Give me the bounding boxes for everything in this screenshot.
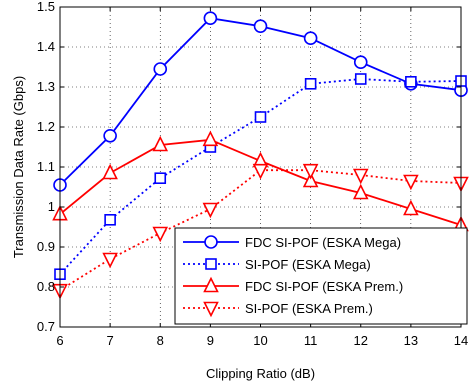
legend-label: SI-POF (ESKA Mega) [245, 257, 371, 272]
legend-label: FDC SI-POF (ESKA Prem.) [245, 279, 403, 294]
legend-marker [205, 258, 217, 270]
y-tick-label: 1.4 [37, 39, 55, 54]
series-1 [53, 11, 468, 192]
x-tick-label: 12 [354, 333, 368, 348]
data-point [102, 252, 118, 269]
data-point [152, 226, 169, 243]
legend: FDC SI-POF (ESKA Mega) SI-POF (ESKA Mega)… [174, 227, 468, 325]
data-point [303, 31, 318, 46]
series-3 [52, 130, 469, 232]
y-tick-label: 1.3 [37, 79, 55, 94]
data-point [154, 172, 167, 184]
data-point [403, 174, 419, 191]
data-point [104, 214, 116, 226]
data-point [353, 55, 368, 70]
x-tick-label: 14 [454, 333, 468, 348]
y-tick-label: 1 [48, 199, 55, 214]
y-tick-label: 0.8 [37, 279, 55, 294]
data-point [253, 19, 268, 34]
x-tick-label: 11 [304, 333, 318, 348]
y-axis-label: Transmission Data Rate (Gbps) [11, 76, 26, 258]
x-tick-label: 8 [157, 333, 164, 348]
data-point [354, 73, 367, 85]
legend-marker [203, 301, 219, 318]
y-tick-label: 1.1 [37, 159, 55, 174]
data-point [405, 76, 417, 88]
data-point [403, 199, 419, 216]
y-tick-label: 0.7 [37, 319, 55, 334]
legend-label: FDC SI-POF (ESKA Mega) [245, 235, 401, 250]
data-point [153, 62, 168, 76]
data-point [302, 171, 319, 188]
legend-marker [203, 276, 219, 293]
legend-marker [204, 235, 218, 249]
data-point [103, 129, 117, 143]
x-tick-label: 9 [207, 333, 214, 348]
data-point [203, 11, 218, 26]
data-point [304, 78, 317, 90]
data-point [352, 168, 369, 185]
legend-label: SI-POF (ESKA Prem.) [245, 301, 373, 316]
data-point [202, 130, 219, 147]
y-tick-label: 0.9 [37, 239, 55, 254]
x-axis-label: Clipping Ratio (dB) [206, 366, 315, 381]
x-tick-label: 6 [56, 333, 63, 348]
y-tick-label: 1.2 [37, 119, 55, 134]
data-point [352, 183, 369, 200]
data-point [252, 163, 269, 180]
x-tick-label: 10 [253, 333, 267, 348]
data-point [102, 163, 118, 180]
data-point [254, 111, 267, 123]
data-point [152, 135, 169, 152]
x-tick-label: 7 [107, 333, 114, 348]
x-tick-label: 13 [404, 333, 418, 348]
series-layer [52, 11, 469, 300]
y-tick-label: 1.5 [37, 0, 55, 14]
series-2 [54, 73, 467, 281]
data-point [202, 202, 219, 219]
data-point [302, 163, 319, 180]
